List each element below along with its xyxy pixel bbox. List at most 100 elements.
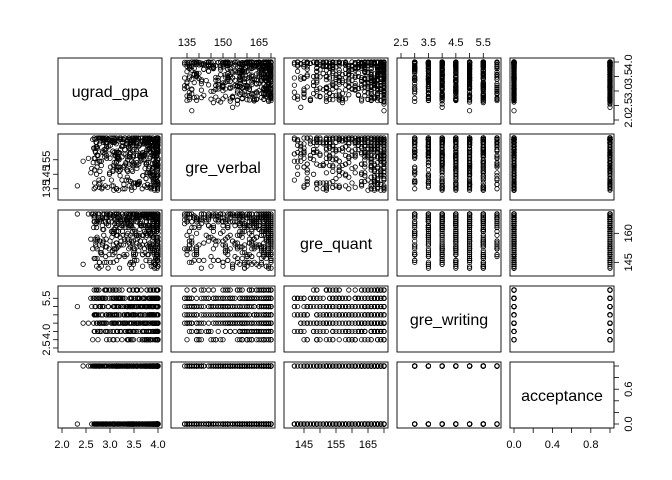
data-point	[326, 63, 333, 69]
data-point	[342, 87, 349, 93]
data-point	[352, 184, 358, 190]
data-point	[201, 92, 207, 98]
data-point	[412, 74, 418, 80]
data-point	[330, 168, 336, 174]
data-point	[480, 97, 486, 104]
data-point	[453, 70, 459, 76]
data-point	[227, 66, 233, 72]
data-point	[189, 108, 195, 114]
scatter-panel-gre_verbal-vs-gre_quant	[283, 133, 389, 201]
data-point	[222, 61, 228, 67]
data-point	[194, 94, 200, 100]
data-point	[213, 74, 219, 80]
data-point	[358, 161, 365, 167]
data-point	[378, 59, 384, 65]
data-point	[320, 71, 326, 77]
data-point	[425, 97, 432, 103]
data-point	[511, 89, 517, 95]
data-point	[480, 91, 486, 97]
data-point	[511, 62, 517, 68]
data-point	[74, 211, 80, 217]
data-point	[439, 61, 445, 67]
data-point	[352, 80, 358, 87]
data-point	[239, 96, 245, 102]
data-point	[298, 74, 304, 80]
data-point	[336, 96, 342, 102]
data-point	[494, 82, 500, 89]
data-point	[368, 91, 374, 97]
data-point	[139, 186, 145, 192]
data-point	[298, 158, 304, 164]
data-point	[218, 59, 224, 65]
data-point	[412, 86, 418, 92]
data-point	[201, 240, 207, 246]
data-point	[346, 84, 352, 90]
data-point	[355, 86, 361, 92]
data-point	[494, 74, 500, 80]
data-point	[298, 61, 304, 67]
data-point	[342, 59, 349, 65]
data-point	[291, 82, 297, 88]
data-point	[307, 135, 313, 141]
data-point	[268, 60, 274, 66]
data-point	[453, 63, 459, 69]
data-point	[242, 78, 248, 85]
data-point	[607, 59, 613, 65]
data-point	[263, 65, 269, 71]
data-point	[453, 77, 459, 83]
data-point	[480, 94, 486, 100]
data-point	[194, 97, 200, 103]
data-point	[310, 59, 317, 65]
data-point	[342, 62, 349, 68]
data-point	[374, 97, 381, 104]
data-point	[480, 63, 486, 69]
data-point	[371, 80, 377, 86]
data-point	[301, 75, 307, 81]
data-point	[220, 83, 226, 89]
data-point	[208, 88, 214, 94]
data-point	[336, 88, 342, 94]
data-point	[342, 96, 349, 102]
data-point	[368, 59, 374, 65]
panel-frame	[509, 57, 615, 125]
data-point	[368, 76, 374, 82]
data-point	[346, 63, 352, 69]
data-point	[191, 71, 197, 78]
data-point	[466, 86, 473, 92]
data-point	[439, 78, 445, 85]
data-point	[206, 82, 212, 88]
data-point	[194, 230, 200, 236]
data-point	[93, 171, 100, 177]
data-point	[227, 59, 233, 65]
data-point	[511, 80, 517, 86]
data-point	[213, 77, 219, 83]
data-point	[225, 73, 231, 79]
data-point	[184, 68, 190, 75]
data-point	[412, 68, 418, 74]
data-point	[425, 66, 432, 72]
data-point	[371, 59, 377, 66]
data-point	[198, 87, 204, 93]
data-point	[129, 168, 136, 174]
data-point	[261, 96, 267, 103]
data-point	[439, 59, 445, 65]
data-point	[225, 66, 231, 72]
data-point	[194, 71, 200, 77]
data-point	[208, 263, 214, 269]
data-point	[251, 63, 257, 69]
data-point	[256, 62, 262, 68]
data-point	[317, 59, 323, 65]
data-point	[215, 82, 221, 88]
data-point	[227, 84, 233, 90]
data-point	[333, 84, 339, 90]
data-point	[352, 67, 358, 73]
data-point	[310, 171, 317, 177]
data-point	[244, 68, 250, 74]
data-point	[412, 84, 418, 90]
data-point	[511, 68, 517, 75]
data-point	[425, 74, 432, 80]
data-point	[291, 89, 297, 95]
data-point	[333, 74, 339, 80]
data-point	[381, 88, 387, 94]
data-point	[339, 97, 345, 103]
